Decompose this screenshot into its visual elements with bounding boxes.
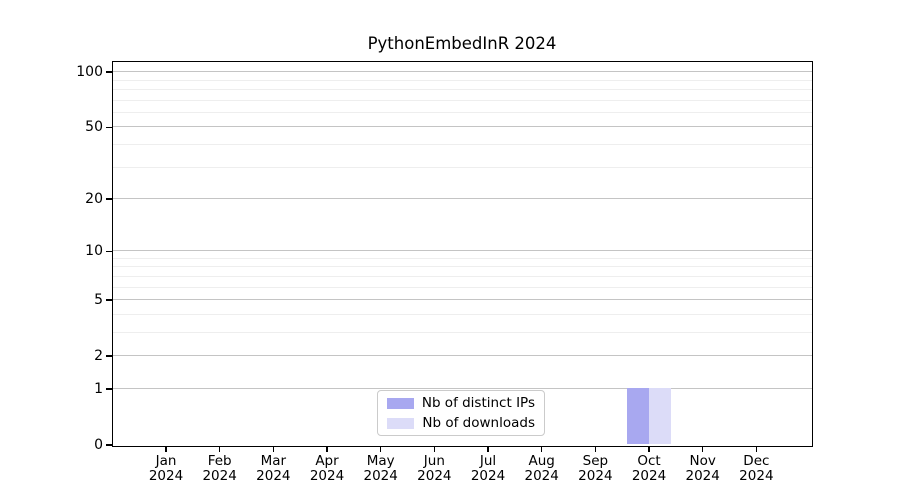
- x-tick-label-line: Oct: [637, 453, 661, 469]
- gridline-major: [112, 250, 812, 252]
- y-tick-mark: [105, 250, 112, 253]
- gridline-minor: [112, 266, 812, 268]
- x-tick-label: Jun 2024: [404, 454, 464, 483]
- x-tick-mark: [165, 446, 167, 452]
- y-tick-mark: [105, 388, 112, 390]
- x-tick-label: Sep 2024: [565, 454, 625, 483]
- x-tick-mark: [218, 446, 221, 452]
- gridline-major: [112, 355, 812, 357]
- gridline-major: [112, 387, 812, 389]
- x-tick-mark: [433, 446, 436, 452]
- gridline-major: [112, 71, 812, 73]
- bar-downloads: [648, 388, 671, 445]
- x-tick-label-line: 2024: [739, 467, 774, 484]
- y-tick-label: 1: [94, 380, 103, 397]
- gridline-minor: [112, 331, 812, 333]
- y-tick-mark: [105, 444, 112, 446]
- x-tick-label-line: 2024: [470, 467, 506, 484]
- plot-area: [111, 60, 813, 447]
- gridline-minor: [112, 79, 812, 81]
- x-tick-label: Apr 2024: [297, 454, 357, 483]
- x-tick-mark: [540, 446, 543, 452]
- x-tick-label-line: 2024: [417, 467, 452, 484]
- x-tick-mark: [755, 446, 758, 452]
- x-tick-label-line: 2024: [631, 467, 667, 484]
- x-tick-label-line: Apr: [315, 453, 339, 469]
- y-tick-mark: [105, 198, 112, 200]
- x-tick-label-line: Feb: [207, 453, 232, 469]
- gridline-minor: [112, 257, 812, 259]
- x-tick-label-line: 2024: [309, 467, 345, 484]
- y-tick-label: 20: [85, 191, 103, 208]
- x-tick-label-line: 2024: [524, 467, 559, 484]
- x-tick-label-line: Mar: [260, 453, 287, 469]
- x-tick-label: Dec 2024: [726, 454, 786, 483]
- x-tick-label-line: Aug: [528, 453, 555, 469]
- y-tick-label: 2: [94, 348, 103, 365]
- legend-label-distinct-ips: Nb of distinct IPs: [421, 395, 535, 411]
- y-tick-mark: [105, 299, 112, 301]
- gridline-minor: [112, 88, 812, 90]
- x-tick-label-line: Jan: [155, 453, 177, 469]
- x-tick-mark: [326, 446, 328, 452]
- gridline-minor: [112, 99, 812, 101]
- x-tick-label: Nov 2024: [673, 454, 733, 483]
- x-tick-label-line: Sep: [582, 453, 609, 469]
- y-tick-label: 50: [85, 119, 103, 136]
- y-tick-label: 5: [94, 292, 103, 309]
- legend: Nb of distinct IPs Nb of downloads: [377, 390, 545, 436]
- y-tick-label: 0: [94, 437, 103, 453]
- x-tick-label-line: 2024: [363, 467, 398, 484]
- x-tick-label: Jul 2024: [458, 454, 518, 483]
- gridline-minor: [112, 286, 812, 288]
- x-tick-label-line: 2024: [148, 467, 184, 484]
- x-tick-label-line: May: [366, 453, 395, 469]
- y-tick-label: 10: [85, 243, 103, 260]
- gridline-major: [112, 299, 812, 301]
- x-tick-label: Feb 2024: [190, 454, 250, 483]
- legend-swatch-distinct-ips: [387, 397, 414, 409]
- y-tick-mark: [105, 71, 112, 73]
- y-tick-mark: [105, 355, 112, 357]
- y-tick-mark: [105, 126, 112, 129]
- legend-item-distinct-ips: Nb of distinct IPs: [387, 395, 535, 411]
- x-tick-label-line: Nov: [689, 453, 716, 469]
- bar-distinct-ips: [626, 388, 649, 445]
- x-tick-label-line: Dec: [743, 453, 770, 469]
- x-tick-label-line: Jul: [479, 453, 497, 469]
- x-tick-label-line: 2024: [202, 467, 237, 484]
- x-tick-mark: [701, 446, 704, 452]
- x-tick-label-line: 2024: [578, 467, 613, 484]
- x-tick-mark: [487, 446, 489, 452]
- gridline-minor: [112, 143, 812, 145]
- x-tick-mark: [594, 446, 597, 452]
- x-tick-label: May 2024: [351, 454, 411, 483]
- x-tick-label: Jan 2024: [136, 454, 196, 483]
- x-tick-mark: [379, 446, 382, 452]
- x-tick-label-line: 2024: [685, 467, 720, 484]
- x-tick-label: Oct 2024: [619, 454, 679, 483]
- y-tick-label: 100: [76, 64, 103, 81]
- x-tick-label-line: Jun: [423, 453, 445, 469]
- gridline-major: [112, 126, 812, 128]
- x-tick-mark: [648, 446, 650, 452]
- x-tick-mark: [272, 446, 275, 452]
- x-tick-label: Mar 2024: [243, 454, 303, 483]
- gridline-minor: [112, 275, 812, 277]
- gridline-minor: [112, 313, 812, 315]
- x-tick-label: Aug 2024: [512, 454, 572, 483]
- gridline-minor: [112, 166, 812, 168]
- gridline-major: [112, 198, 812, 200]
- x-tick-label-line: 2024: [256, 467, 291, 484]
- legend-label-downloads: Nb of downloads: [422, 415, 535, 431]
- chart-title: PythonEmbedInR 2024: [367, 34, 557, 53]
- legend-item-downloads: Nb of downloads: [387, 415, 535, 431]
- gridline-minor: [112, 111, 812, 113]
- legend-swatch-downloads: [387, 417, 415, 429]
